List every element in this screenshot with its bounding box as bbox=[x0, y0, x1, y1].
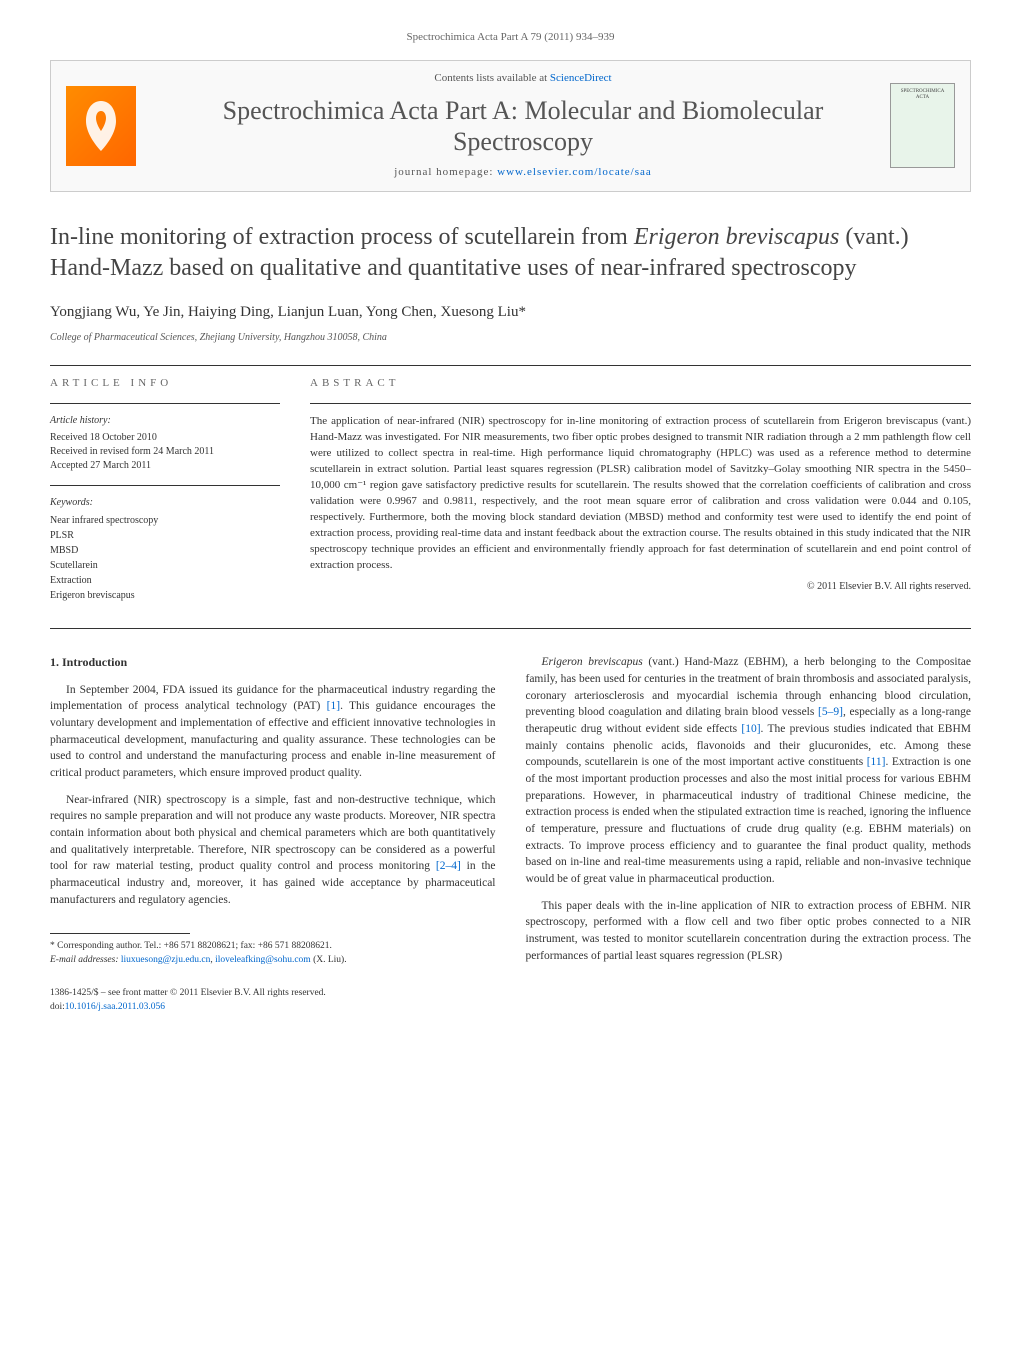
doi-line: doi:10.1016/j.saa.2011.03.056 bbox=[50, 1001, 496, 1015]
body-divider bbox=[50, 628, 971, 629]
body-right-column: Erigeron breviscapus (vant.) Hand-Mazz (… bbox=[526, 654, 972, 1014]
article-info-heading: ARTICLE INFO bbox=[50, 376, 280, 391]
contents-line: Contents lists available at ScienceDirec… bbox=[156, 71, 890, 86]
info-divider-2 bbox=[50, 485, 280, 486]
keywords-list: Near infrared spectroscopy PLSR MBSD Scu… bbox=[50, 513, 280, 603]
abstract-column: ABSTRACT The application of near-infrare… bbox=[310, 376, 971, 603]
body-left-column: 1. Introduction In September 2004, FDA i… bbox=[50, 654, 496, 1014]
doi-link[interactable]: 10.1016/j.saa.2011.03.056 bbox=[65, 1002, 165, 1012]
paragraph-1: In September 2004, FDA issued its guidan… bbox=[50, 682, 496, 782]
homepage-link[interactable]: www.elsevier.com/locate/saa bbox=[497, 166, 652, 178]
cover-thumb-title: SPECTROCHIMICA ACTA bbox=[896, 89, 949, 100]
ref-link-10[interactable]: [10] bbox=[741, 723, 760, 735]
footnote-divider bbox=[50, 933, 190, 934]
p3-species: Erigeron breviscapus bbox=[542, 656, 643, 668]
section-heading: 1. Introduction bbox=[50, 654, 496, 671]
section-number: 1. bbox=[50, 655, 59, 669]
abstract-divider bbox=[310, 403, 971, 404]
contents-prefix: Contents lists available at bbox=[434, 72, 549, 84]
banner-center: Contents lists available at ScienceDirec… bbox=[156, 71, 890, 180]
homepage-line: journal homepage: www.elsevier.com/locat… bbox=[156, 165, 890, 180]
email-line: E-mail addresses: liuxuesong@zju.edu.cn,… bbox=[50, 954, 496, 967]
corresponding-author-footnote: * Corresponding author. Tel.: +86 571 88… bbox=[50, 940, 496, 967]
homepage-prefix: journal homepage: bbox=[394, 166, 497, 178]
paragraph-3: Erigeron breviscapus (vant.) Hand-Mazz (… bbox=[526, 654, 972, 887]
ref-link-1[interactable]: [1] bbox=[327, 700, 340, 712]
body-columns: 1. Introduction In September 2004, FDA i… bbox=[50, 654, 971, 1014]
corr-label: * Corresponding author. Tel.: +86 571 88… bbox=[50, 940, 496, 953]
abstract-heading: ABSTRACT bbox=[310, 376, 971, 391]
ref-link-2-4[interactable]: [2–4] bbox=[436, 860, 461, 872]
paragraph-2: Near-infrared (NIR) spectroscopy is a si… bbox=[50, 792, 496, 909]
ref-link-11[interactable]: [11] bbox=[867, 756, 886, 768]
article-info-column: ARTICLE INFO Article history: Received 1… bbox=[50, 376, 280, 603]
title-species: Erigeron breviscapus bbox=[634, 224, 840, 250]
email-label: E-mail addresses: bbox=[50, 955, 121, 965]
page-footer: 1386-1425/$ – see front matter © 2011 El… bbox=[50, 987, 496, 1015]
abstract-copyright: © 2011 Elsevier B.V. All rights reserved… bbox=[310, 580, 971, 594]
elsevier-logo bbox=[66, 86, 136, 166]
authors: Yongjiang Wu, Ye Jin, Haiying Ding, Lian… bbox=[50, 302, 971, 323]
paragraph-4: This paper deals with the in-line applic… bbox=[526, 898, 972, 965]
doi-label: doi: bbox=[50, 1002, 65, 1012]
journal-name: Spectrochimica Acta Part A: Molecular an… bbox=[156, 95, 890, 157]
sciencedirect-link[interactable]: ScienceDirect bbox=[550, 72, 612, 84]
abstract-text: The application of near-infrared (NIR) s… bbox=[310, 414, 971, 573]
title-pre: In-line monitoring of extraction process… bbox=[50, 224, 634, 250]
divider bbox=[50, 365, 971, 366]
history-text: Received 18 October 2010 Received in rev… bbox=[50, 431, 280, 473]
journal-banner: Contents lists available at ScienceDirec… bbox=[50, 60, 971, 191]
p2-text-a: Near-infrared (NIR) spectroscopy is a si… bbox=[50, 794, 496, 873]
info-abstract-row: ARTICLE INFO Article history: Received 1… bbox=[50, 376, 971, 603]
keywords-label: Keywords: bbox=[50, 496, 280, 510]
email-link-2[interactable]: iloveleafking@sohu.com bbox=[215, 955, 311, 965]
history-label: Article history: bbox=[50, 414, 280, 428]
affiliation: College of Pharmaceutical Sciences, Zhej… bbox=[50, 331, 971, 345]
article-title: In-line monitoring of extraction process… bbox=[50, 222, 971, 284]
section-title: Introduction bbox=[62, 655, 127, 669]
email-person: (X. Liu). bbox=[311, 955, 347, 965]
running-head: Spectrochimica Acta Part A 79 (2011) 934… bbox=[50, 30, 971, 45]
info-divider bbox=[50, 403, 280, 404]
email-link-1[interactable]: liuxuesong@zju.edu.cn bbox=[121, 955, 210, 965]
journal-cover-thumbnail: SPECTROCHIMICA ACTA bbox=[890, 83, 955, 168]
p3-text-d: . Extraction is one of the most importan… bbox=[526, 756, 972, 885]
ref-link-5-9[interactable]: [5–9] bbox=[818, 706, 843, 718]
issn-line: 1386-1425/$ – see front matter © 2011 El… bbox=[50, 987, 496, 1001]
